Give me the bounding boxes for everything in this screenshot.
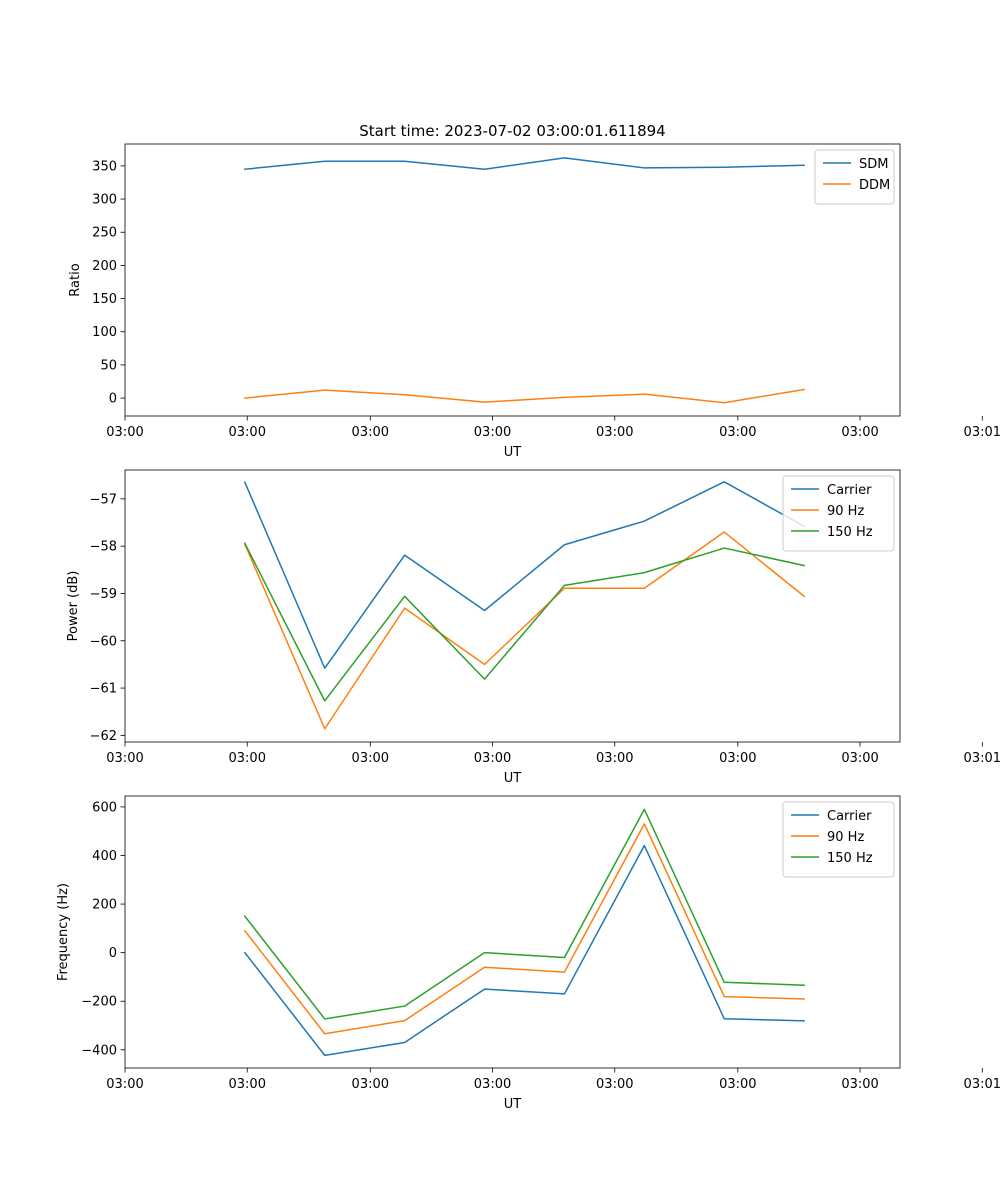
- y-tick-label: 400: [92, 849, 117, 864]
- legend-box: [782, 801, 895, 878]
- legend-label: 90 Hz: [827, 830, 864, 845]
- legend-label: Carrier: [827, 483, 872, 498]
- chart-2: 03:00 03:00 03:00 03:00 03:00 03:00 03:00 03:01…: [66, 469, 1000, 786]
- y-tick-label: 350: [92, 159, 117, 174]
- x-tick-label: 03:00: [474, 1077, 511, 1092]
- legend: Carrier 90 Hz 150 Hz: [782, 475, 895, 552]
- chart-1: Start time: 2023-07-02 03:00:01.61189403…: [68, 122, 1000, 460]
- y-tick-label: 100: [92, 325, 117, 340]
- x-tick-label: 03:00: [719, 425, 756, 440]
- y-tick-label: −59: [90, 587, 117, 602]
- legend-label: 90 Hz: [827, 504, 864, 519]
- x-tick-label: 03:00: [229, 1077, 266, 1092]
- x-tick-label: 03:00: [474, 751, 511, 766]
- y-tick-label: 50: [100, 358, 117, 373]
- x-axis-label: UT: [504, 771, 522, 786]
- y-tick-label: −58: [90, 540, 117, 555]
- y-axis-label: Frequency (Hz): [56, 883, 71, 981]
- legend-label: SDM: [859, 157, 888, 172]
- x-tick-label: 03:00: [596, 425, 633, 440]
- legend-label: DDM: [859, 178, 890, 193]
- chart-3: 03:00 03:00 03:00 03:00 03:00 03:00 03:00 03:01…: [56, 795, 1000, 1112]
- series-line-carrier: [243, 844, 805, 1057]
- y-tick-label: 200: [92, 898, 117, 913]
- series-line-carrier: [243, 481, 806, 669]
- x-axis-label: UT: [504, 1097, 522, 1112]
- x-axis-label: UT: [504, 445, 522, 460]
- legend-box: [782, 475, 895, 552]
- chart-title: Start time: 2023-07-02 03:00:01.611894: [359, 122, 665, 140]
- series-line-150-hz: [243, 542, 806, 702]
- x-tick-label: 03:00: [841, 1077, 878, 1092]
- series-line-sdm: [244, 157, 805, 171]
- x-tick-label: 03:00: [596, 751, 633, 766]
- y-tick-label: 200: [92, 259, 117, 274]
- x-tick-label: 03:00: [106, 751, 143, 766]
- axes-frame: [124, 143, 901, 417]
- x-tick-label: 03:00: [352, 1077, 389, 1092]
- x-tick-label: 03:00: [106, 425, 143, 440]
- y-tick-label: −61: [90, 682, 117, 697]
- y-tick-label: 150: [92, 292, 117, 307]
- series-line-90-hz: [243, 823, 805, 1035]
- y-tick-label: −62: [90, 729, 117, 744]
- x-tick-label: 03:00: [106, 1077, 143, 1092]
- x-tick-label: 03:00: [841, 425, 878, 440]
- y-tick-label: −60: [90, 634, 117, 649]
- y-axis-label: Ratio: [68, 263, 83, 296]
- series-line-90-hz: [243, 531, 806, 730]
- legend-label: Carrier: [827, 809, 872, 824]
- series-line-150-hz: [243, 808, 805, 1020]
- x-tick-label: 03:01: [964, 751, 1000, 766]
- y-axis-label: Power (dB): [66, 571, 81, 642]
- y-tick-label: 600: [92, 800, 117, 815]
- axes-frame: [124, 469, 901, 743]
- x-tick-label: 03:00: [596, 1077, 633, 1092]
- y-tick-label: −57: [90, 492, 117, 507]
- x-tick-label: 03:01: [964, 1077, 1000, 1092]
- legend: Carrier 90 Hz 150 Hz: [782, 801, 895, 878]
- legend-label: 150 Hz: [827, 525, 873, 540]
- series-line-ddm: [244, 388, 805, 404]
- y-tick-label: 300: [92, 193, 117, 208]
- y-tick-label: 0: [109, 392, 117, 407]
- legend: SDM DDM: [814, 149, 895, 205]
- charts: Start time: 2023-07-02 03:00:01.61189403…: [56, 122, 1000, 1112]
- x-tick-label: 03:00: [229, 425, 266, 440]
- y-tick-label: −200: [81, 995, 117, 1010]
- x-tick-label: 03:00: [352, 751, 389, 766]
- x-tick-label: 03:00: [352, 425, 389, 440]
- y-tick-label: 0: [109, 946, 117, 961]
- x-tick-label: 03:00: [229, 751, 266, 766]
- x-tick-label: 03:00: [841, 751, 878, 766]
- x-tick-label: 03:00: [474, 425, 511, 440]
- x-tick-label: 03:00: [719, 1077, 756, 1092]
- axes-frame: [124, 795, 901, 1069]
- x-tick-label: 03:00: [719, 751, 756, 766]
- y-tick-label: 250: [92, 226, 117, 241]
- x-tick-label: 03:01: [964, 425, 1000, 440]
- legend-label: 150 Hz: [827, 851, 873, 866]
- y-tick-label: −400: [81, 1043, 117, 1058]
